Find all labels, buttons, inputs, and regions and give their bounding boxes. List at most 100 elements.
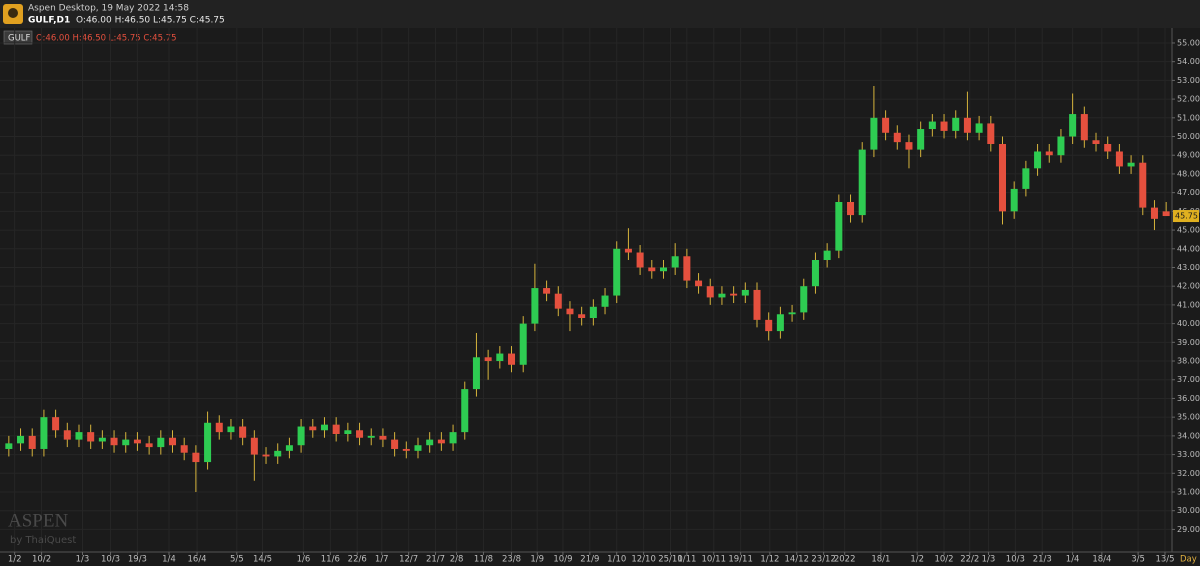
candle-body <box>765 319 773 332</box>
candle-body <box>788 312 796 315</box>
candle-body <box>98 437 106 442</box>
candle-body <box>379 435 387 440</box>
x-tick-label: 13/5 <box>1155 555 1174 565</box>
y-tick-label: 54.00 <box>1177 57 1200 66</box>
x-tick-label: 1/11 <box>677 555 696 565</box>
candle-body <box>87 432 95 442</box>
candle-body <box>239 426 247 438</box>
candle-body <box>952 117 960 131</box>
x-tick-label: 1/9 <box>530 555 544 565</box>
y-tick-label: 30.00 <box>1177 506 1200 515</box>
candle-body <box>449 432 457 444</box>
y-tick-label: 34.00 <box>1177 431 1200 440</box>
candle-body <box>671 256 679 268</box>
candle-body <box>624 248 632 253</box>
candle-body <box>531 288 539 324</box>
watermark-brand: ASPEN <box>8 510 68 531</box>
x-tick-label: 22/2 <box>960 555 979 565</box>
x-tick-label: 10/3 <box>101 555 120 565</box>
candle-body <box>1022 168 1030 189</box>
candle-body <box>870 117 878 150</box>
candle-body <box>309 426 317 431</box>
y-tick-label: 43.00 <box>1177 263 1200 272</box>
symbol: GULF,D1 <box>28 16 70 26</box>
x-tick-label: 10/2 <box>934 555 953 565</box>
title-bar <box>0 0 1200 28</box>
candle-body <box>893 132 901 143</box>
candle-body <box>297 426 305 446</box>
x-tick-label: 14/5 <box>253 555 272 565</box>
period-label: Day <box>1180 555 1197 565</box>
candle-body <box>52 417 60 431</box>
candle-body <box>1127 162 1135 167</box>
candle-body <box>496 353 504 362</box>
x-tick-label: 10/9 <box>553 555 572 565</box>
candle-body <box>613 248 621 296</box>
candle-body <box>975 123 983 133</box>
x-tick-label: 1/6 <box>297 555 311 565</box>
candle-body <box>250 437 258 455</box>
y-tick-label: 35.00 <box>1177 413 1200 422</box>
candle-body <box>192 452 200 463</box>
candle-body <box>601 295 609 307</box>
candle-body <box>344 430 352 434</box>
candle-body <box>133 439 141 444</box>
x-tick-label: 21/7 <box>426 555 445 565</box>
x-tick-label: 1/3 <box>76 555 90 565</box>
candle-body <box>718 293 726 298</box>
candle-body <box>437 439 445 444</box>
candle-body <box>811 260 819 287</box>
candle-body <box>1057 136 1065 156</box>
x-tick-label: 23/8 <box>502 555 521 565</box>
candle-body <box>543 288 551 294</box>
candle-body <box>367 435 375 438</box>
candle-body <box>683 256 691 281</box>
y-tick-label: 36.00 <box>1177 394 1200 403</box>
candle-body <box>157 437 165 448</box>
x-tick-label: 1/2 <box>910 555 924 565</box>
candle-body <box>274 450 282 457</box>
candle-body <box>145 443 153 448</box>
candle-body <box>227 426 235 433</box>
x-tick-label: 14/12 <box>785 555 810 565</box>
candle-body <box>566 308 574 315</box>
candle-body <box>636 252 644 268</box>
candle-body <box>262 454 270 457</box>
x-tick-label: 1/7 <box>375 555 389 565</box>
candle-body <box>659 267 667 272</box>
y-tick-label: 45.00 <box>1177 226 1200 235</box>
candle-body <box>940 121 948 131</box>
candle-body <box>1115 151 1123 167</box>
y-tick-label: 42.00 <box>1177 282 1200 291</box>
candle-body <box>987 123 995 144</box>
candle-body <box>1080 114 1088 141</box>
candle-body <box>122 439 130 446</box>
candle-body <box>776 314 784 332</box>
candle-body <box>1139 162 1147 208</box>
axes: 29.00 30.00 31.00 32.00 33.00 34.00 35.00 36.00… <box>8 38 1200 564</box>
legend-symbol: GULF <box>8 34 31 44</box>
x-tick-label: 2022 <box>834 555 856 565</box>
candle-body <box>905 142 913 150</box>
y-tick-label: 47.00 <box>1177 188 1200 197</box>
y-tick-label: 49.00 <box>1177 151 1200 160</box>
last-price-label: 45.75 <box>1175 212 1198 221</box>
x-tick-label: 10/2 <box>32 555 51 565</box>
y-tick-label: 29.00 <box>1177 525 1200 534</box>
candle-body <box>847 202 855 216</box>
candle-body <box>1010 188 1018 212</box>
x-tick-label: 12/10 <box>631 555 656 565</box>
x-tick-label: 11/6 <box>321 555 340 565</box>
y-tick-label: 50.00 <box>1177 132 1200 141</box>
candle-body <box>963 117 971 133</box>
candle-body <box>882 117 890 133</box>
x-tick-label: 10/11 <box>702 555 727 565</box>
y-tick-label: 33.00 <box>1177 450 1200 459</box>
candle-body <box>730 293 738 296</box>
candle-body <box>578 314 586 318</box>
y-tick-label: 44.00 <box>1177 244 1200 253</box>
x-tick-label: 1/4 <box>1066 555 1080 565</box>
candle-body <box>356 430 364 438</box>
